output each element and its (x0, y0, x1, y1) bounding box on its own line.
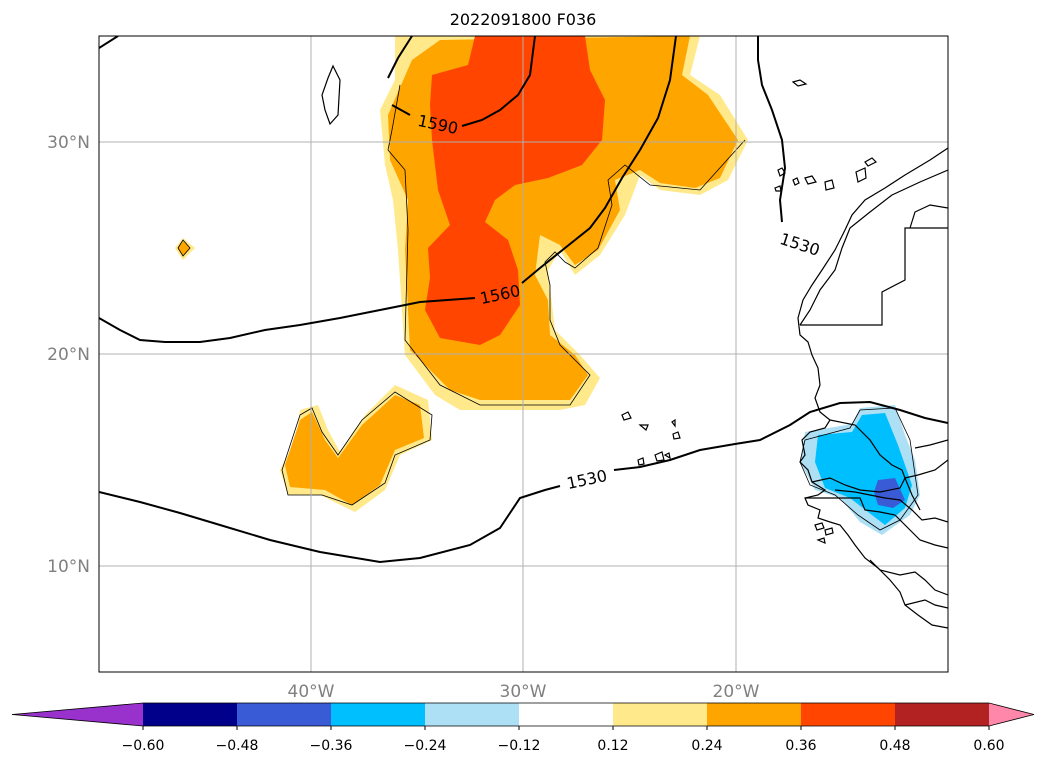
figure-title: 2022091800 F036 (450, 10, 597, 29)
colorbar-segment (801, 703, 896, 726)
anomaly-darkblue (874, 478, 905, 508)
lat-label-30n: 30°N (47, 133, 90, 153)
lon-label-30w: 30°W (500, 682, 547, 702)
colorbar-segment (613, 703, 708, 726)
colorbar-tick-label: −0.36 (310, 738, 353, 754)
colorbar-tick-label: 0.48 (879, 738, 910, 754)
colorbar-segment (143, 703, 238, 726)
lat-label-20n: 20°N (47, 345, 90, 365)
colorbar-tick-label: 0.60 (973, 738, 1004, 754)
contour-1530-south (99, 485, 561, 564)
colorbar-tick-label: −0.60 (122, 738, 165, 754)
map-frame (98, 35, 949, 673)
colorbar-tick-label: −0.48 (216, 738, 259, 754)
colorbar-segment (237, 703, 332, 726)
contour-1590 (387, 36, 413, 116)
lon-label-20w: 20°W (713, 682, 760, 702)
colorbar-extend-high (989, 703, 1034, 726)
colorbar-segment (519, 703, 614, 726)
height-contours (99, 36, 948, 564)
contour-1560 (99, 297, 476, 343)
colorbar: −0.60 −0.48 −0.36 −0.24 −0.12 0.12 0.24 0.36 0.4… (11, 702, 1035, 754)
map-plot-area: 1590 1560 1530 1530 (99, 36, 948, 672)
contour-1560-b (521, 36, 677, 284)
lat-label-10n: 10°N (47, 557, 90, 577)
colorbar-segment (707, 703, 802, 726)
map-gridlines (99, 36, 948, 672)
anomaly-red-main (425, 36, 605, 345)
colorbar-extend-low (12, 703, 143, 726)
colorbar-tick-label: 0.12 (597, 738, 628, 754)
colorbar-segment (425, 703, 520, 726)
colorbar-tick-label: 0.36 (785, 738, 816, 754)
colorbar-tick-label: 0.24 (691, 738, 722, 754)
contour-1590-b (461, 36, 536, 127)
colorbar-segment (895, 703, 990, 726)
colorbar-tick-label: −0.24 (404, 738, 447, 754)
anomaly-orange-west (285, 395, 424, 505)
colorbar-segment (331, 703, 426, 726)
contour-1530-north (757, 36, 787, 223)
lon-label-40w: 40°W (288, 682, 335, 702)
colorbar-tick-label: −0.12 (498, 738, 541, 754)
